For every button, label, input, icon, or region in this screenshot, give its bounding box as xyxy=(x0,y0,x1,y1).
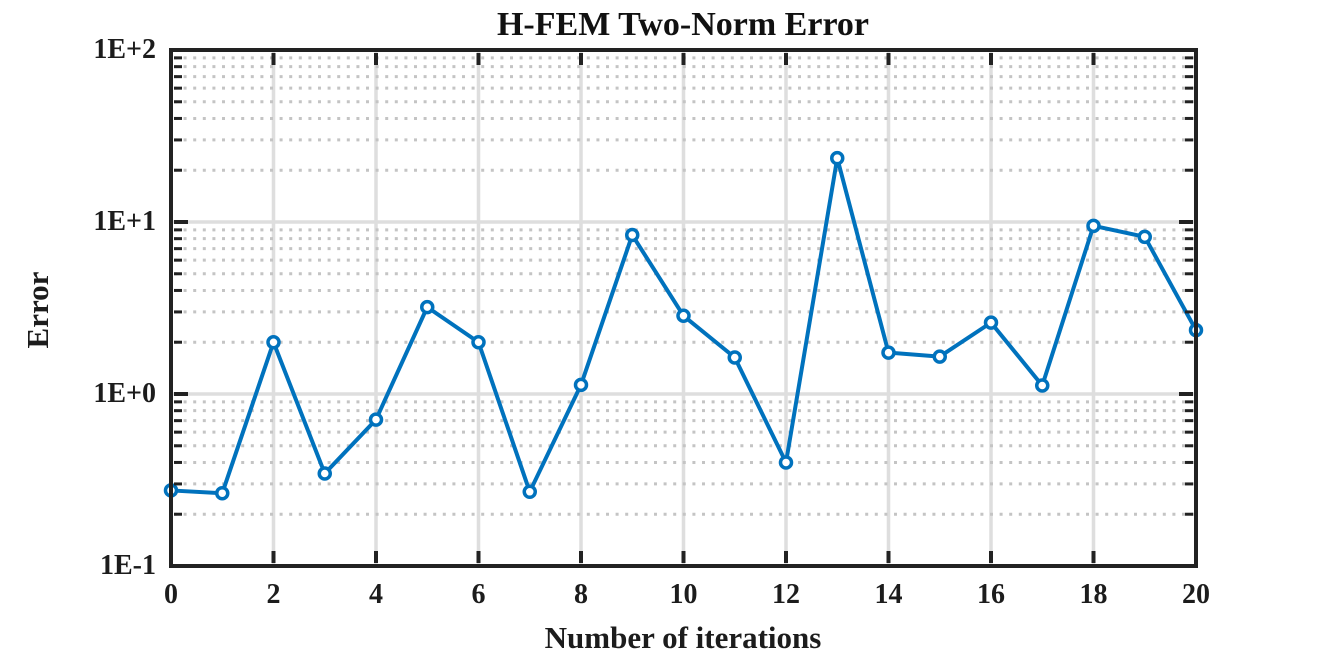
data-point-marker xyxy=(573,377,589,393)
x-tick-label: 0 xyxy=(164,579,178,610)
axes-box xyxy=(169,48,1198,568)
data-point-marker xyxy=(830,150,845,166)
x-tick-label: 6 xyxy=(471,579,486,610)
x-tick-label: 18 xyxy=(1079,579,1108,610)
chart-title: H-FEM Two-Norm Error xyxy=(496,6,870,43)
x-tick-label: 14 xyxy=(874,579,903,610)
x-tick-label: 16 xyxy=(977,579,1005,610)
data-point-marker xyxy=(881,345,896,360)
data-point-marker xyxy=(215,485,230,501)
x-tick-label: 8 xyxy=(574,579,588,610)
tick-marks xyxy=(169,48,1198,568)
data-point-marker xyxy=(778,455,794,470)
grid-horizontal-major xyxy=(171,220,1196,396)
x-tick-label: 20 xyxy=(1182,579,1210,610)
data-point-marker xyxy=(1086,218,1101,234)
grid-vertical-major xyxy=(271,50,1096,566)
y-axis-label: Error xyxy=(20,271,55,349)
y-tick-label: 1E-1 xyxy=(100,550,156,581)
data-point-marker xyxy=(727,350,742,365)
y-tick-label: 1E+2 xyxy=(93,34,156,65)
x-tick-label: 4 xyxy=(369,579,383,610)
x-tick-label: 10 xyxy=(669,579,698,610)
x-axis-label: Number of iterations xyxy=(544,620,822,655)
data-point-marker xyxy=(420,299,435,315)
grid-horizontal-minor xyxy=(174,56,1194,516)
x-tick-label: 2 xyxy=(266,579,281,610)
data-point-marker xyxy=(625,227,640,243)
data-point-marker xyxy=(1035,378,1050,393)
y-tick-label: 1E+0 xyxy=(93,378,156,409)
data-point-marker xyxy=(932,349,947,364)
data-point-marker xyxy=(676,308,691,324)
y-tick-label: 1E+1 xyxy=(93,206,156,237)
data-point-marker xyxy=(317,466,332,481)
data-point-marker xyxy=(983,315,999,330)
data-point-marker xyxy=(471,334,486,350)
data-point-marker xyxy=(522,484,537,500)
data-point-marker xyxy=(266,334,281,350)
data-point-marker xyxy=(1137,229,1152,245)
data-point-marker xyxy=(368,412,384,427)
x-tick-label: 12 xyxy=(772,579,800,610)
